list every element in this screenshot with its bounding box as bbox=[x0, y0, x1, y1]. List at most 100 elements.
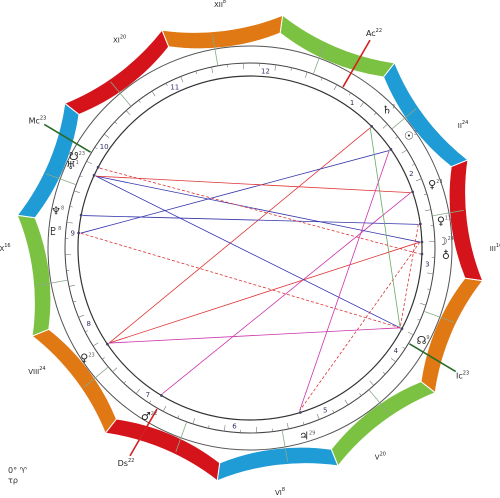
axis-ac bbox=[342, 39, 371, 88]
planet-marker bbox=[106, 342, 109, 346]
degree-tick bbox=[305, 71, 308, 78]
planet-marker bbox=[411, 190, 415, 194]
planet-glyph: ☉3 bbox=[404, 130, 417, 143]
degree-tick bbox=[104, 133, 110, 139]
degree-tick bbox=[425, 209, 432, 212]
planet-marker bbox=[298, 411, 302, 414]
degree-tick bbox=[427, 288, 431, 290]
sign-glyph-scorpio: ♏ bbox=[425, 105, 436, 119]
degree-tick bbox=[92, 342, 99, 347]
planet-degree: 24 bbox=[448, 236, 454, 242]
axis-label-ic: Ic23 bbox=[456, 371, 469, 381]
planet-degree: 1 bbox=[76, 160, 79, 166]
axis-ds bbox=[129, 408, 158, 457]
degree-tick bbox=[344, 399, 349, 406]
planet-glyph: ♇8 bbox=[48, 225, 61, 238]
sign-glyph-libra: ♎ bbox=[333, 33, 344, 47]
house-cusp-3 bbox=[432, 209, 464, 217]
aspect-line bbox=[109, 327, 401, 344]
planet-degree: 9 bbox=[426, 335, 429, 341]
degree-tick bbox=[123, 380, 127, 384]
degree-tick bbox=[302, 421, 305, 426]
degree-tick bbox=[407, 331, 414, 336]
degree-tick bbox=[135, 388, 141, 394]
aspect-line bbox=[83, 215, 419, 225]
house-number-7: 7 bbox=[146, 391, 150, 399]
degree-tick bbox=[415, 178, 422, 182]
degree-tick bbox=[333, 84, 338, 91]
degree-tick bbox=[290, 67, 292, 71]
sign-glyph-capricorn: ♑ bbox=[453, 329, 464, 343]
degree-tick bbox=[402, 346, 406, 350]
degree-tick bbox=[78, 314, 85, 318]
degree-tick bbox=[401, 149, 408, 154]
aspect-lines bbox=[80, 127, 421, 411]
degree-tick bbox=[332, 410, 335, 413]
degree-tick bbox=[359, 102, 365, 108]
degree-tick bbox=[79, 175, 83, 178]
degree-tick bbox=[412, 163, 415, 166]
house-cusp-6 bbox=[281, 430, 289, 462]
degree-tick bbox=[427, 272, 434, 275]
sign-glyph-pisces: ♓ bbox=[272, 465, 283, 479]
planet-degree: 11 bbox=[445, 216, 451, 222]
house-number-4: 4 bbox=[394, 347, 399, 355]
house-cusp-lines bbox=[36, 34, 464, 462]
degree-tick bbox=[112, 367, 118, 373]
house-number-10: 10 bbox=[100, 143, 109, 151]
planet-glyph: ♁ bbox=[442, 249, 450, 262]
degree-tick bbox=[192, 418, 195, 425]
corner-legend-line-2: τρ bbox=[8, 476, 18, 485]
degree-tick bbox=[420, 303, 427, 306]
degree-tick bbox=[86, 160, 93, 165]
degree-tick bbox=[369, 380, 375, 386]
planet-marker bbox=[389, 147, 393, 151]
house-number-11: 11 bbox=[170, 84, 179, 92]
planet-marker bbox=[418, 222, 422, 226]
axis-degree: 22 bbox=[376, 28, 382, 34]
aspect-line bbox=[299, 150, 390, 411]
cusp-label-xii: XII8 bbox=[214, 0, 226, 9]
degree-tick bbox=[417, 318, 421, 321]
planet-degree: 23 bbox=[88, 353, 94, 359]
cusp-degree: 8 bbox=[223, 0, 226, 5]
planet-marker bbox=[370, 124, 374, 128]
aspect-line bbox=[108, 241, 421, 344]
sign-glyph-gemini: ♊ bbox=[20, 269, 31, 283]
degree-tick bbox=[66, 221, 73, 224]
house-cusp-12 bbox=[211, 34, 219, 66]
zodiac-ring: ♈ ♉ ♊ ♋ ♌ ♍ ♎ ♏ ♐ ♑ ♒ ♓ bbox=[16, 14, 484, 482]
degree-tick bbox=[138, 100, 141, 103]
planet-glyph: ♅1 bbox=[66, 159, 79, 172]
degree-tick bbox=[395, 136, 398, 139]
degree-tick bbox=[211, 66, 214, 73]
planet-degree: 8 bbox=[58, 226, 61, 232]
planet-marker bbox=[92, 173, 96, 177]
degree-tick bbox=[151, 90, 156, 97]
degree-tick bbox=[382, 123, 388, 129]
house-cusp-7 bbox=[175, 421, 188, 453]
axis-mc bbox=[43, 123, 91, 153]
cusp-degree: 16 bbox=[4, 243, 10, 249]
aspect-line bbox=[80, 232, 401, 329]
cusp-label-v: V20 bbox=[375, 452, 386, 462]
degree-tick bbox=[165, 83, 168, 86]
degree-tick bbox=[73, 190, 80, 193]
planet-degree: 7 bbox=[392, 104, 395, 110]
degree-tick bbox=[148, 400, 152, 404]
degree-ticks bbox=[65, 63, 435, 433]
house-cusp-4 bbox=[423, 310, 455, 323]
house-number-2: 2 bbox=[409, 170, 413, 178]
degree-tick bbox=[177, 415, 180, 419]
cusp-degree: 24 bbox=[39, 366, 45, 372]
cusp-degree: 16 bbox=[496, 243, 500, 249]
cusp-label-viii: VIII24 bbox=[28, 366, 45, 376]
degree-tick bbox=[316, 413, 320, 420]
degree-tick bbox=[69, 206, 73, 208]
planet-degree: 3 bbox=[414, 131, 417, 137]
degree-tick bbox=[382, 371, 386, 375]
planet-marker bbox=[420, 252, 424, 256]
angle-axes: Ac22 Ds22 Mc23 Ic23 bbox=[29, 28, 470, 468]
